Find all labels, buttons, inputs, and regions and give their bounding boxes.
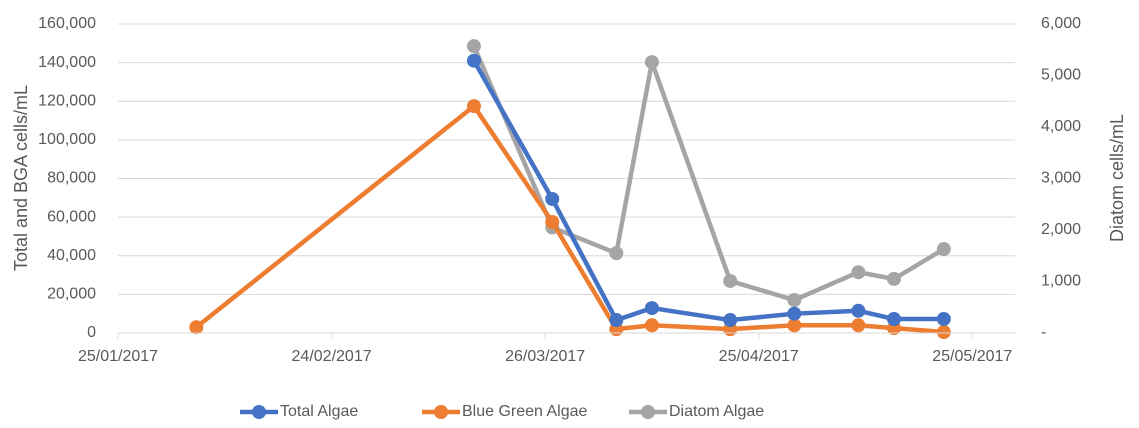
y2-tick-label: 2,000 [1041, 221, 1081, 238]
data-point [787, 318, 802, 333]
data-point [936, 325, 951, 340]
legend-marker [252, 405, 266, 419]
y-tick-label: 60,000 [47, 208, 96, 225]
legend-label: Total Algae [280, 403, 358, 420]
series-line [471, 45, 945, 303]
y-tick-label: 160,000 [38, 15, 96, 32]
series-line [471, 59, 944, 323]
data-point [851, 318, 866, 333]
legend-label: Blue Green Algae [462, 403, 588, 420]
y2-tick-label: 6,000 [1041, 15, 1081, 32]
data-point [644, 318, 659, 333]
data-point [787, 293, 802, 308]
data-point [189, 320, 204, 335]
y2-tick-label: 3,000 [1041, 170, 1081, 187]
y2-axis-title: Diatom cells/mL [1107, 114, 1127, 242]
y-axis-title: Total and BGA cells/mL [11, 85, 31, 271]
data-point [545, 214, 560, 229]
legend-label: Diatom Algae [669, 403, 764, 420]
legend-marker [641, 405, 655, 419]
data-point [644, 301, 659, 316]
data-point [466, 53, 481, 68]
data-point [851, 303, 866, 318]
data-point [466, 99, 481, 114]
y2-tick-label: 5,000 [1041, 67, 1081, 84]
data-point [936, 311, 951, 326]
series-line [194, 103, 944, 335]
x-tick-label: 24/02/2017 [292, 348, 372, 365]
x-tick-label: 25/04/2017 [719, 348, 799, 365]
y-tick-label: 120,000 [38, 92, 96, 109]
y2-tick-label: 4,000 [1041, 118, 1081, 135]
data-point [723, 273, 738, 288]
data-point [545, 191, 560, 206]
y-tick-label: 40,000 [47, 247, 96, 264]
y2-tick-label: 1,000 [1041, 273, 1081, 290]
data-point [609, 313, 624, 328]
data-point [644, 55, 659, 70]
data-point [851, 265, 866, 280]
y-tick-label: 20,000 [47, 286, 96, 303]
legend-marker [434, 405, 448, 419]
y-tick-label: 100,000 [38, 131, 96, 148]
x-tick-label: 25/01/2017 [78, 348, 158, 365]
data-point [787, 306, 802, 321]
data-point [886, 311, 901, 326]
data-point [723, 313, 738, 328]
y2-tick-label: - [1041, 324, 1046, 341]
y-tick-label: 0 [87, 324, 96, 341]
data-point [886, 271, 901, 286]
y-tick-label: 140,000 [38, 54, 96, 71]
x-tick-label: 25/05/2017 [932, 348, 1012, 365]
data-point [466, 39, 481, 54]
y-tick-label: 80,000 [47, 170, 96, 187]
data-point [936, 242, 951, 257]
data-point [609, 246, 624, 261]
x-tick-label: 26/03/2017 [505, 348, 585, 365]
